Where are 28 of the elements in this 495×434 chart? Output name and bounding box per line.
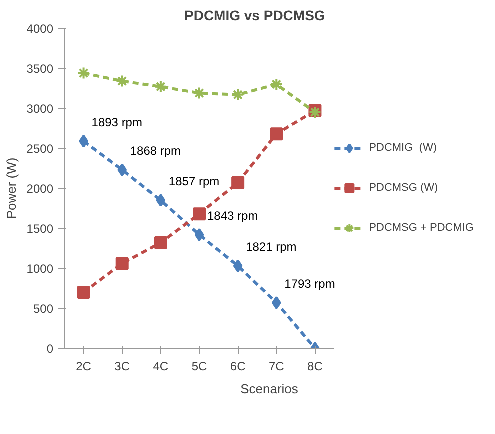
- chart-title: PDCMIG vs PDCMSG: [184, 8, 326, 24]
- y-tick-label: 500: [33, 302, 54, 316]
- x-tick-label: 2C: [76, 360, 92, 374]
- x-tick-label: 4C: [153, 360, 169, 374]
- y-tick-label: 0: [46, 342, 54, 356]
- annotation: 1868 rpm: [130, 144, 182, 158]
- x-axis-title: Scenarios: [240, 382, 299, 396]
- x-tick-label: 6C: [230, 360, 246, 374]
- y-tick-label: 3000: [26, 102, 54, 116]
- x-tick-label: 3C: [114, 360, 130, 374]
- x-tick-label: 7C: [268, 360, 285, 374]
- legend-label: PDCMSG (W): [369, 182, 438, 194]
- x-tick-label: 8C: [308, 360, 324, 374]
- y-tick-label: 4000: [26, 22, 54, 36]
- y-tick-label: 2000: [26, 182, 54, 196]
- annotation: 1821 rpm: [246, 240, 297, 254]
- legend-label: PDCMSG + PDCMIG: [369, 222, 474, 234]
- y-tick-label: 2500: [26, 142, 54, 156]
- y-tick-label: 3500: [26, 62, 54, 76]
- legend-label: PDCMIG (W): [369, 142, 437, 154]
- annotation: 1857 rpm: [168, 174, 220, 188]
- x-tick-label: 5C: [192, 360, 208, 374]
- annotation: 1893 rpm: [92, 115, 142, 130]
- annotation: 1793 rpm: [284, 276, 336, 291]
- y-tick-label: 1500: [26, 222, 54, 236]
- y-tick-label: 1000: [26, 262, 54, 276]
- annotation: 1843 rpm: [208, 208, 258, 223]
- y-axis-title: Power (W): [4, 158, 19, 220]
